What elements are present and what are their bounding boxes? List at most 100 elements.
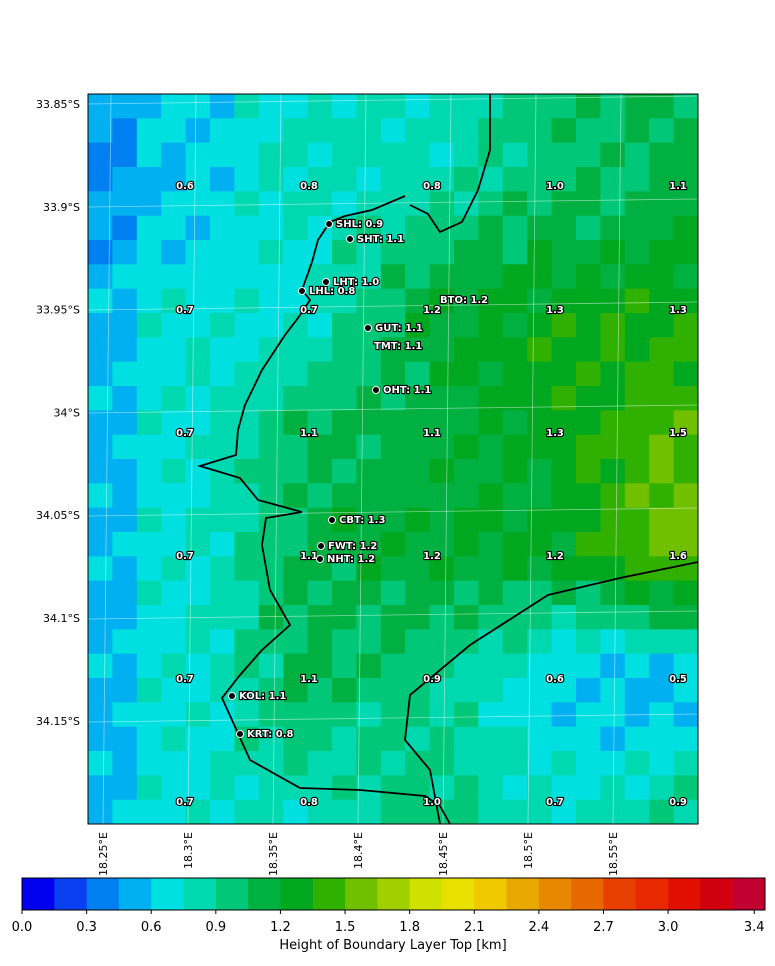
field-cell	[649, 483, 675, 509]
field-cell	[258, 775, 284, 801]
lat-tick-label: 34.1°S	[43, 612, 80, 625]
field-cell	[673, 507, 699, 533]
field-cell	[551, 605, 577, 630]
field-cell	[380, 702, 406, 728]
field-cell	[234, 775, 260, 801]
field-cell	[332, 94, 357, 119]
field-cell	[527, 605, 553, 630]
colorbar-tick-label: 1.8	[399, 920, 420, 935]
field-cell	[527, 337, 553, 363]
station-label: FWT: 1.2	[328, 541, 377, 552]
field-cell	[624, 459, 650, 484]
field-cell	[185, 264, 211, 290]
colorbar-frame	[21, 877, 766, 911]
field-cell	[478, 678, 504, 703]
field-cell	[161, 799, 187, 825]
field-cell	[380, 629, 406, 655]
colorbar-tick-label: 1.5	[335, 920, 356, 935]
field-cell	[649, 799, 675, 825]
field-cell	[551, 556, 577, 582]
field-cell	[551, 459, 577, 484]
field-cell	[527, 678, 553, 703]
grid-value: 0.9	[669, 797, 687, 808]
field-cell	[405, 410, 431, 436]
field-cell	[454, 459, 479, 484]
field-cell	[527, 361, 553, 387]
field-cell	[454, 483, 479, 509]
field-cell	[210, 483, 235, 509]
field-cell	[673, 751, 699, 776]
field-cell	[307, 483, 333, 509]
station-label: SHT: 1.1	[357, 234, 404, 245]
field-cell	[283, 556, 309, 582]
station-label: GUT: 1.1	[375, 323, 423, 334]
grid-value: 0.7	[176, 797, 194, 808]
colorbar-segment	[86, 878, 120, 910]
field-cell	[380, 264, 406, 290]
colorbar-segment	[215, 878, 249, 910]
map-frame	[87, 93, 699, 825]
field-cell	[429, 288, 455, 314]
field-cell	[161, 507, 187, 533]
field-cell	[380, 605, 406, 630]
field-cell	[283, 580, 309, 606]
colorbar-segment	[377, 878, 411, 910]
field-cell	[527, 483, 553, 509]
field-cell	[649, 167, 675, 192]
grid-value: 1.2	[423, 305, 441, 316]
field-cell	[136, 678, 162, 703]
colorbar-segment	[441, 878, 475, 910]
field-cell	[234, 337, 260, 363]
field-cell	[112, 337, 138, 363]
field-cell	[478, 264, 504, 290]
field-cell	[502, 580, 528, 606]
field-cell	[234, 702, 260, 728]
field-cell	[624, 678, 650, 703]
graticule-lat	[87, 610, 699, 620]
field-cell	[258, 507, 284, 533]
field-cell	[576, 361, 601, 387]
field-cell	[673, 483, 699, 509]
field-cell	[624, 313, 650, 338]
field-cell	[429, 459, 455, 484]
field-cell	[649, 240, 675, 265]
field-cell	[600, 483, 626, 509]
field-cell	[429, 678, 455, 703]
field-cell	[576, 288, 601, 314]
field-cell	[283, 532, 309, 557]
colorbar-tick-label: 0.6	[141, 920, 162, 935]
field-cell	[380, 386, 406, 411]
field-cell	[112, 142, 138, 168]
field-cell	[136, 434, 162, 460]
field-cell	[332, 556, 357, 582]
field-cell	[112, 167, 138, 192]
field-cell	[161, 386, 187, 411]
field-cell	[136, 288, 162, 314]
field-cell	[673, 726, 699, 752]
field-cell	[88, 653, 113, 679]
field-cell	[600, 167, 626, 192]
field-cell	[502, 507, 528, 533]
field-cell	[502, 605, 528, 630]
field-cell	[88, 142, 113, 168]
field-cell	[673, 167, 699, 192]
field-cell	[576, 605, 601, 630]
field-cell	[332, 410, 357, 436]
field-cell	[478, 507, 504, 533]
field-cell	[258, 361, 284, 387]
field-cell	[380, 288, 406, 314]
field-cell	[210, 337, 235, 363]
field-cell	[380, 459, 406, 484]
field-cell	[576, 410, 601, 436]
field-cell	[551, 240, 577, 265]
field-cell	[161, 313, 187, 338]
field-cell	[307, 653, 333, 679]
field-cell	[551, 215, 577, 241]
field-cell	[429, 532, 455, 557]
field-cell	[527, 215, 553, 241]
field-cell	[502, 629, 528, 655]
field-cell	[185, 240, 211, 265]
field-cell	[405, 434, 431, 460]
field-cell	[283, 434, 309, 460]
field-cell	[624, 386, 650, 411]
